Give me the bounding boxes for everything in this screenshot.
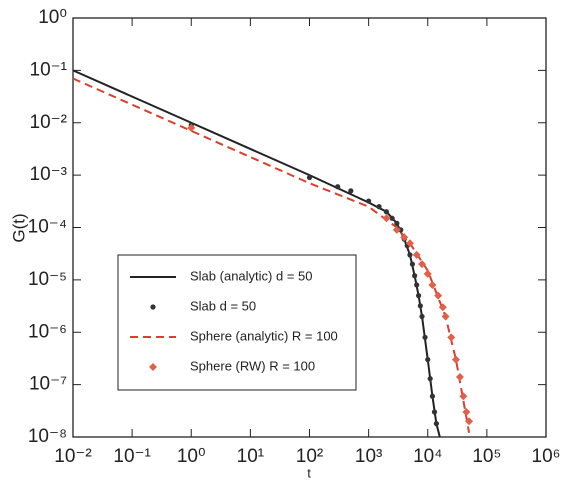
x-tick-label: 10⁶	[532, 446, 561, 467]
legend-label: Sphere (RW) R = 100	[190, 358, 315, 373]
x-tick-label: 10²	[296, 446, 323, 467]
circle-marker	[394, 220, 400, 226]
diamond-marker	[465, 417, 474, 426]
diamond-marker	[438, 303, 447, 312]
y-tick-label: 10⁻⁶	[28, 321, 67, 342]
diamond-marker	[382, 214, 391, 223]
y-tick-label: 10⁻⁵	[28, 269, 67, 290]
y-tick-label: 10⁰	[38, 7, 67, 28]
legend: Slab (analytic) d = 50 Slab d = 50 Sphere …	[117, 254, 357, 391]
y-tick-label: 10⁻¹	[30, 59, 68, 80]
circle-marker	[412, 273, 418, 279]
circle-marker	[348, 188, 354, 194]
circle-marker	[407, 252, 413, 258]
x-tick-label: 10⁰	[177, 446, 206, 467]
diamond-marker	[441, 312, 450, 321]
diamond-marker	[447, 333, 456, 342]
circle-marker	[366, 198, 372, 204]
y-tick-label: 10⁻⁸	[28, 426, 67, 447]
x-tick-label: 10⁻²	[54, 446, 92, 467]
diamond-marker	[451, 355, 460, 364]
y-tick-label: 10⁻³	[30, 164, 68, 185]
diamond-marker	[149, 363, 157, 371]
y-tick-label: 10⁻⁷	[29, 374, 67, 395]
circle-marker	[389, 215, 395, 221]
circle-marker	[429, 393, 436, 399]
circle-marker	[417, 303, 423, 309]
diamond-marker	[400, 233, 409, 242]
x-tick-label: 10⁴	[413, 446, 442, 467]
x-axis-label: t	[307, 465, 311, 480]
circle-marker	[433, 421, 439, 427]
diamond-marker	[434, 291, 443, 300]
circle-marker	[409, 261, 415, 267]
circle-marker	[383, 209, 390, 215]
diamond-marker	[418, 260, 427, 269]
diamond-marker	[412, 250, 421, 259]
diamond-marker	[455, 372, 464, 381]
circle-marker	[415, 293, 422, 299]
x-tick-label: 10³	[355, 446, 382, 467]
circle-marker	[419, 313, 425, 320]
legend-label: Sphere (analytic) R = 100	[190, 328, 338, 343]
x-tick-label: 10¹	[237, 446, 264, 467]
plot-area	[72, 69, 474, 438]
diamond-marker	[405, 239, 414, 248]
circle-marker	[425, 357, 431, 363]
diamond-marker	[423, 269, 432, 278]
y-axis-label: G(t)	[9, 213, 28, 242]
circle-marker	[335, 184, 341, 190]
circle-marker	[414, 282, 420, 288]
circle-marker	[376, 204, 382, 210]
diamond-marker	[392, 225, 401, 234]
diamond-marker	[462, 408, 471, 417]
x-tick-label: 10⁵	[472, 446, 501, 467]
circle-marker	[306, 174, 313, 181]
circle-marker	[427, 376, 433, 382]
legend-label: Slab (analytic) d = 50	[190, 268, 312, 283]
x-tick-label: 10⁻¹	[113, 446, 151, 467]
y-tick-label: 10⁻²	[30, 112, 68, 133]
circle-marker	[150, 304, 156, 310]
circle-marker	[422, 334, 428, 340]
legend-label: Slab d = 50	[190, 298, 256, 313]
diamond-marker	[187, 123, 196, 132]
diamond-marker	[459, 392, 468, 401]
diamond-marker	[428, 280, 437, 289]
circle-marker	[431, 409, 438, 415]
y-tick-label: 10⁻⁴	[28, 217, 67, 238]
